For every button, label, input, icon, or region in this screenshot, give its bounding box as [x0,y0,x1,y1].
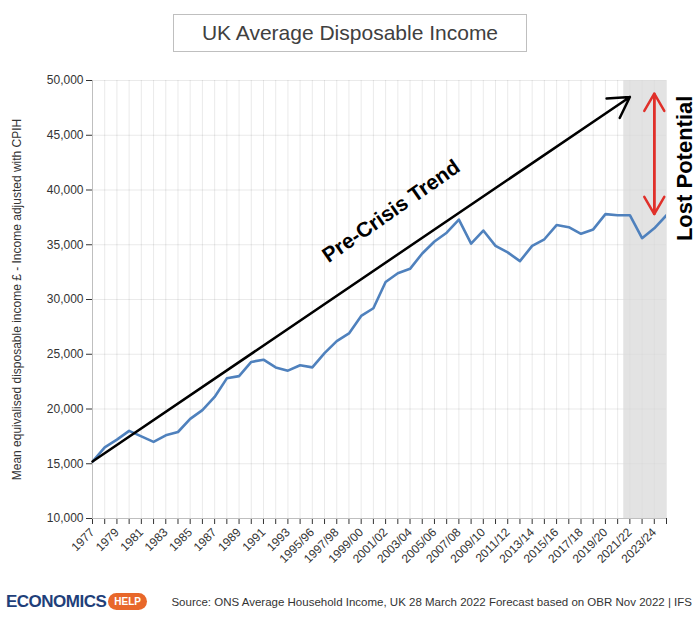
svg-text:2017/18: 2017/18 [545,525,586,566]
svg-text:50,000: 50,000 [47,73,84,87]
svg-text:1987: 1987 [191,525,220,554]
svg-text:1985: 1985 [166,525,195,554]
svg-text:2003/04: 2003/04 [374,525,415,566]
svg-text:35,000: 35,000 [47,238,84,252]
svg-text:1977: 1977 [69,525,98,554]
svg-text:1995/96: 1995/96 [276,525,318,566]
svg-text:2009/10: 2009/10 [447,525,489,566]
svg-text:1993: 1993 [264,525,293,554]
svg-text:1979: 1979 [93,525,122,554]
svg-text:15,000: 15,000 [47,457,84,471]
svg-text:30,000: 30,000 [47,292,84,306]
svg-text:25,000: 25,000 [47,347,84,361]
svg-text:1999/00: 1999/00 [325,525,366,566]
svg-text:2001/02: 2001/02 [349,525,391,566]
html-text:ECONOMICS: ECONOMICS [6,591,107,611]
svg-text:2013/14: 2013/14 [496,525,537,566]
svg-text:10,000: 10,000 [47,511,84,525]
svg-text:2019/20: 2019/20 [569,525,611,566]
svg-text:2023/24: 2023/24 [619,525,660,566]
svg-text:20,000: 20,000 [47,402,84,416]
svg-text:2011/12: 2011/12 [472,525,513,566]
svg-text:1991: 1991 [240,525,269,554]
html-text:UK Average Disposable Income: UK Average Disposable Income [201,20,499,44]
svg-text:1981: 1981 [117,525,146,554]
svg-text:2015/16: 2015/16 [520,525,562,566]
svg-text:40,000: 40,000 [47,183,84,197]
svg-text:2021/22: 2021/22 [594,525,635,566]
svg-text:1983: 1983 [142,525,171,554]
svg-text:Pre-Crisis Trend: Pre-Crisis Trend [318,155,464,267]
html-text:Source: ONS Average Household: Source: ONS Average Household Income, UK… [171,595,692,608]
svg-text:45,000: 45,000 [47,128,84,142]
svg-text:1989: 1989 [215,525,244,554]
svg-text:Mean equivalised disposable in: Mean equivalised disposable income £ - I… [10,119,24,481]
svg-text:2007/08: 2007/08 [423,525,464,566]
svg-text:Lost Potential: Lost Potential [672,96,697,241]
svg-text:2005/06: 2005/06 [398,525,440,566]
svg-text:1997/98: 1997/98 [301,525,342,566]
html-text:HELP: HELP [114,596,141,607]
